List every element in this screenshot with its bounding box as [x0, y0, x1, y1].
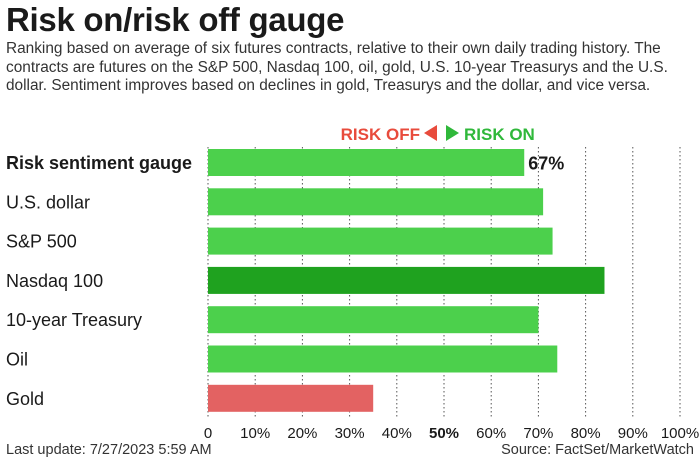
bar — [208, 149, 525, 176]
category-label: Gold — [6, 389, 44, 409]
category-label: 10-year Treasury — [6, 310, 142, 330]
legend: RISK OFF RISK ON — [341, 125, 535, 144]
bar — [208, 345, 558, 373]
x-tick-label: 70% — [523, 425, 553, 442]
last-update: Last update: 7/27/2023 5:59 AM — [6, 442, 212, 458]
x-tick-label: 30% — [335, 425, 365, 442]
x-tick-label: 80% — [571, 425, 601, 442]
category-label: Nasdaq 100 — [6, 271, 103, 291]
x-tick-label: 60% — [476, 425, 506, 442]
category-labels: Risk sentiment gauge U.S. dollar S&P 500 Na… — [6, 153, 192, 409]
bar — [208, 227, 553, 255]
risk-off-arrow-icon — [424, 125, 437, 141]
x-tick-label: 20% — [287, 425, 317, 442]
bar — [208, 188, 544, 216]
source-note: Source: FactSet/MarketWatch — [501, 442, 694, 458]
gauge-value-label: 67% — [528, 154, 564, 174]
x-axis-ticks: 0 10% 20% 30% 40% 50% 60% 70% 80% 90% 100% — [204, 425, 699, 442]
category-label: Risk sentiment gauge — [6, 153, 192, 173]
legend-risk-on: RISK ON — [464, 125, 535, 144]
x-tick-label: 10% — [240, 425, 270, 442]
x-tick-label: 90% — [618, 425, 648, 442]
x-tick-label: 0 — [204, 425, 212, 442]
category-label: S&P 500 — [6, 232, 77, 252]
risk-on-arrow-icon — [446, 125, 459, 141]
chart-title: Risk on/risk off gauge — [6, 1, 345, 38]
x-tick-label: 100% — [661, 425, 699, 442]
legend-risk-off: RISK OFF — [341, 125, 420, 144]
x-tick-label: 40% — [382, 425, 412, 442]
x-tick-label: 50% — [429, 425, 459, 442]
category-label: U.S. dollar — [6, 192, 90, 212]
bar — [208, 266, 605, 294]
category-label: Oil — [6, 350, 28, 370]
bars — [208, 149, 605, 412]
bar — [208, 306, 539, 334]
bar — [208, 384, 374, 412]
chart-subtitle: Ranking based on average of six futures … — [6, 40, 668, 94]
